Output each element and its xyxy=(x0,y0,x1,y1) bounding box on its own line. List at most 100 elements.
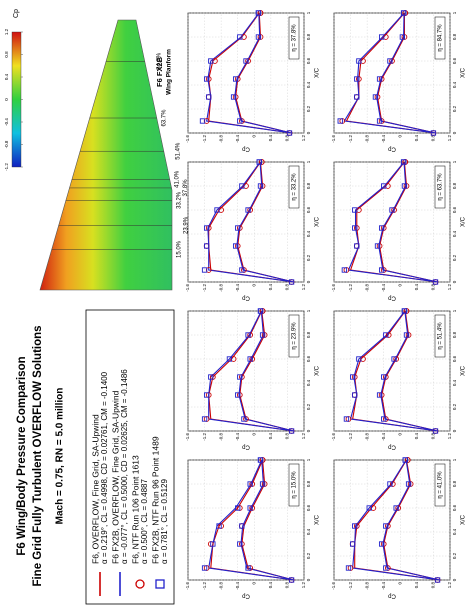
x-tick-label: 1 xyxy=(452,11,457,14)
y-tick-label: 0.8 xyxy=(285,433,290,440)
cp-point xyxy=(241,34,247,40)
station-box xyxy=(434,314,446,358)
cp-point xyxy=(378,541,385,547)
cp-point xyxy=(255,34,262,40)
legend-detail: α = 0.781°, CL = 0.5129 xyxy=(160,479,169,564)
y-tick-label: 0.4 xyxy=(268,582,273,589)
colorbar-tick-label: -0.8 xyxy=(4,140,9,148)
x-tick-label: 1 xyxy=(306,160,311,163)
y-tick-label: -0.4 xyxy=(381,135,386,143)
cp-point xyxy=(232,243,239,249)
y-tick-label: -1.6 xyxy=(331,433,336,441)
cp-point xyxy=(203,118,210,124)
cp-point xyxy=(378,267,385,273)
cp-point xyxy=(432,428,439,434)
y-tick-label: -1.6 xyxy=(185,433,190,441)
colorbar-tick-label: 1.2 xyxy=(4,28,9,35)
cp-point xyxy=(259,332,266,338)
cp-point xyxy=(352,392,358,398)
y-tick-label: 0.8 xyxy=(431,135,436,142)
y-tick-label: 0.8 xyxy=(431,433,436,440)
cp-point xyxy=(381,183,387,189)
x-tick-label: 0.6 xyxy=(452,57,457,64)
y-tick-label: -0.4 xyxy=(235,135,240,143)
y-tick-label: -0.4 xyxy=(381,433,386,441)
x-tick-label: 0.2 xyxy=(452,254,457,261)
cp-point xyxy=(389,207,395,213)
y-tick-label: 0 xyxy=(251,284,256,287)
colorbar-tick-label: 0.8 xyxy=(4,51,9,58)
cp-point xyxy=(257,308,264,314)
station-label: 63.7% xyxy=(161,109,167,127)
cp-point xyxy=(288,577,295,583)
y-tick-label: 0 xyxy=(397,284,402,287)
x-tick-label: 1 xyxy=(306,458,311,461)
x-axis-label: X/C xyxy=(315,216,321,227)
cp-point xyxy=(381,416,387,422)
cp-point xyxy=(230,94,237,100)
x-tick-label: 0.8 xyxy=(306,33,311,40)
y-axis-label: Cp xyxy=(388,443,396,449)
y-tick-label: -0.8 xyxy=(364,135,369,143)
cp-point xyxy=(354,76,360,82)
station-label: η = 63.7% xyxy=(438,173,444,201)
wing-planform xyxy=(39,19,173,291)
cp-point xyxy=(255,10,262,16)
cp-point xyxy=(203,76,210,82)
y-tick-label: 0 xyxy=(397,433,402,436)
y-axis-label: Cp xyxy=(242,443,250,449)
cp-point xyxy=(203,243,210,249)
x-tick-label: 0.6 xyxy=(306,57,311,64)
y-tick-label: -0.4 xyxy=(381,582,386,590)
cp-point xyxy=(360,58,366,64)
x-tick-label: 0.2 xyxy=(452,552,457,559)
x-tick-label: 1 xyxy=(306,309,311,312)
panel-frame xyxy=(333,459,451,581)
cp-point xyxy=(199,118,206,124)
cp-point xyxy=(401,183,408,189)
x-tick-label: 1 xyxy=(306,11,311,14)
cp-point xyxy=(382,34,389,40)
colorbar-tick-label: 0.4 xyxy=(4,73,9,80)
y-tick-label: -0.4 xyxy=(381,284,386,292)
y-axis-label: Cp xyxy=(388,294,396,300)
x-tick-label: 0.8 xyxy=(452,480,457,487)
cp-point xyxy=(389,481,396,487)
cp-point xyxy=(378,225,385,231)
cp-point xyxy=(205,267,212,273)
cp-point xyxy=(356,356,362,362)
y-tick-label: 0 xyxy=(251,135,256,138)
cp-point xyxy=(206,94,212,100)
colorbar-label: Cp xyxy=(13,9,20,18)
legend-detail: α = 0.219°, CL = 0.4998, CD = 0.02761, C… xyxy=(100,371,109,564)
cp-point xyxy=(288,279,295,285)
y-tick-label: 1.2 xyxy=(301,582,306,589)
y-tick-label: -1.2 xyxy=(348,135,353,143)
legend-label: F6, NTF Run 106 Point 1613 xyxy=(130,455,140,564)
cp-point xyxy=(352,523,358,529)
y-tick-label: -0.8 xyxy=(218,433,223,441)
x-tick-label: 0 xyxy=(452,578,457,581)
x-tick-label: 0.6 xyxy=(306,206,311,213)
x-tick-label: 0.4 xyxy=(306,379,311,386)
cp-point xyxy=(387,58,393,64)
y-tick-label: 0 xyxy=(397,582,402,585)
cp-point xyxy=(201,565,208,571)
station-label: 15.0% xyxy=(177,240,183,258)
cp-point xyxy=(366,505,372,511)
cp-point xyxy=(203,225,210,231)
y-tick-label: 1.2 xyxy=(447,284,452,291)
y-tick-label: 0.4 xyxy=(414,433,419,440)
cp-point xyxy=(226,356,233,362)
x-tick-label: 0.8 xyxy=(452,33,457,40)
y-tick-label: 1.2 xyxy=(301,135,306,142)
x-tick-label: 0.4 xyxy=(452,81,457,88)
cp-point xyxy=(214,207,220,213)
y-tick-label: 1.2 xyxy=(301,433,306,440)
conditions: Mach = 0.75, RN = 5.0 million xyxy=(55,388,66,525)
x-tick-label: 0 xyxy=(306,131,311,134)
y-tick-label: 0.4 xyxy=(268,284,273,291)
station-label: 41.0% xyxy=(174,170,180,188)
cp-point xyxy=(345,565,352,571)
